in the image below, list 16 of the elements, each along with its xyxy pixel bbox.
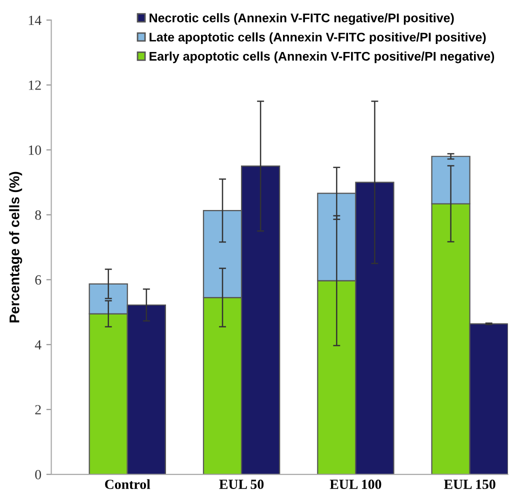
x-tick-label: EUL 100 — [330, 480, 382, 490]
legend-label: Early apoptotic cells (Annexin V-FITC positive/PI negative) — [150, 52, 494, 64]
y-tick-label: 14 — [28, 16, 42, 25]
legend-label: Late apoptotic cells (Annexin V-FITC positive/PI positive) — [150, 32, 486, 44]
y-tick-label: 6 — [35, 275, 42, 285]
x-tick-label: EUL 50 — [219, 480, 264, 490]
y-tick-label: 0 — [35, 470, 42, 480]
y-axis-title: Percentage of cells (%) — [9, 172, 22, 322]
y-tick-label: 10 — [28, 145, 42, 155]
legend-label: Necrotic cells (Annexin V-FITC negative/PI positive) — [150, 13, 454, 25]
y-tick-label: 12 — [28, 80, 41, 90]
y-tick-label: 4 — [34, 340, 42, 350]
y-tick-label: 8 — [35, 210, 42, 220]
x-tick-label: Control — [105, 479, 150, 490]
y-tick-label: 2 — [35, 405, 41, 414]
x-tick-label: EUL 150 — [444, 480, 496, 490]
